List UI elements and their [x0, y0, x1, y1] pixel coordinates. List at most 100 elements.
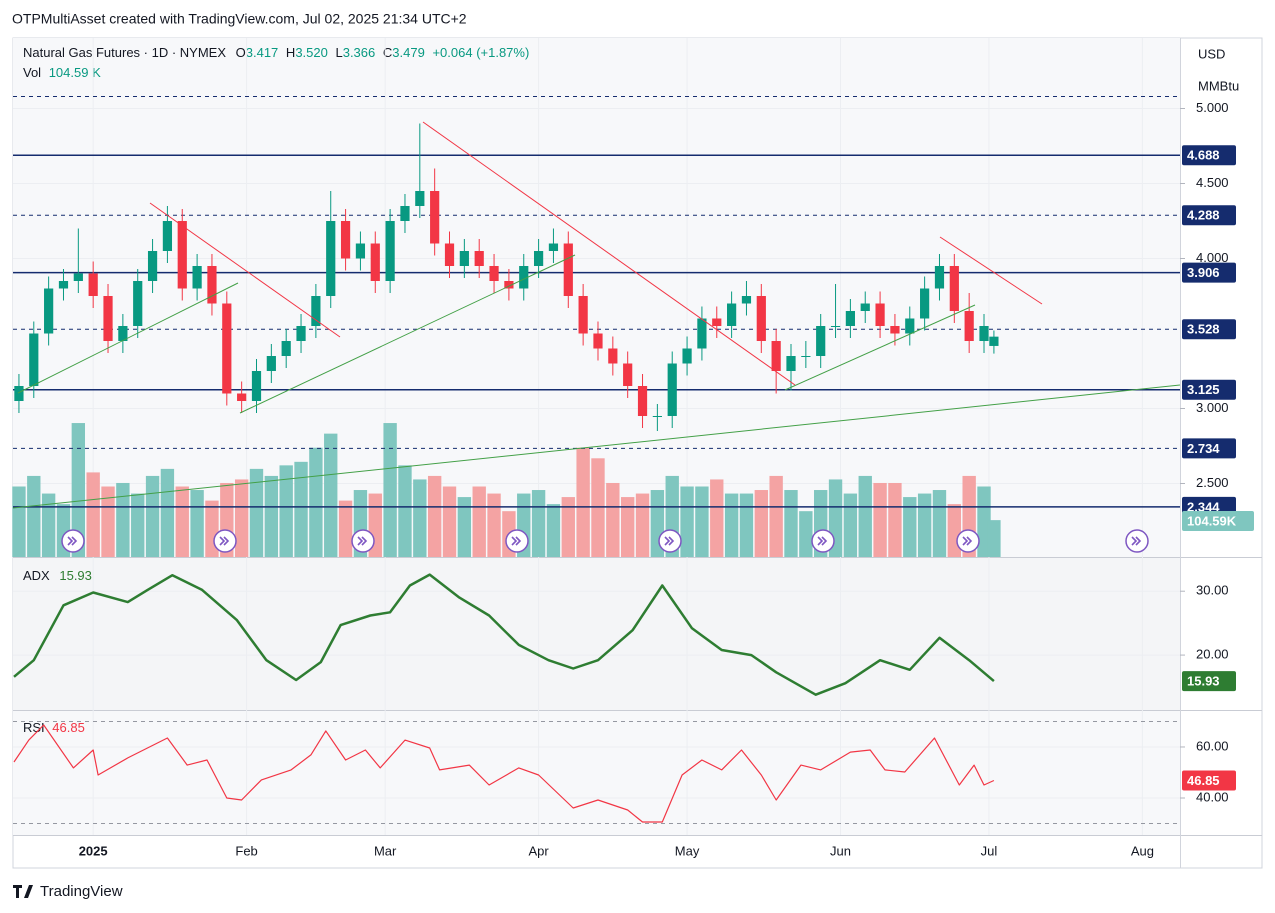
level-label-box — [1182, 379, 1236, 400]
candle-body — [920, 288, 930, 319]
level-label: 3.528 — [1187, 322, 1220, 337]
volume-bar — [86, 472, 100, 557]
candle-body — [326, 221, 336, 296]
volume-bar — [546, 504, 561, 557]
volume-bar — [932, 490, 947, 557]
candle-body — [548, 243, 559, 251]
trend-line — [17, 282, 239, 394]
candle-body — [697, 318, 707, 349]
candle-body — [845, 311, 855, 326]
volume-bar — [843, 493, 858, 557]
level-label-box — [1182, 145, 1236, 166]
volume-bar — [531, 490, 546, 557]
ohlc-key: H — [286, 45, 295, 60]
ohlc-key: O — [236, 45, 246, 60]
candle-body — [162, 221, 173, 251]
candle-body — [949, 266, 959, 311]
y-tick-label: 30.00 — [1196, 583, 1229, 598]
volume-bar — [739, 493, 754, 557]
ohlc-key: L — [335, 45, 342, 60]
candle-body — [801, 356, 811, 357]
candle-body — [103, 296, 113, 341]
volume-bar — [724, 493, 739, 557]
candle-body — [989, 336, 999, 346]
volume-bar — [324, 433, 338, 557]
candle-body — [207, 266, 217, 304]
legend: Natural Gas Futures · 1D · NYMEX O3.417 … — [23, 45, 529, 60]
adx-value: 15.93 — [59, 568, 92, 583]
x-tick-label: Apr — [528, 843, 549, 858]
candle-body — [979, 326, 989, 341]
candle-body — [370, 243, 380, 281]
volume-bar — [888, 482, 902, 557]
event-arrow — [511, 536, 522, 546]
volume-bar — [264, 475, 279, 557]
adx-legend: ADX 15.93 — [23, 568, 92, 583]
event-arrow — [357, 536, 368, 546]
trend-line — [12, 384, 1181, 509]
event-arrow — [219, 536, 230, 546]
level-label-box — [1182, 438, 1236, 459]
unit: MMBtu — [1198, 78, 1239, 93]
candle-body — [118, 326, 128, 341]
volume-bar — [799, 511, 813, 557]
y-tick-label: 5.000 — [1196, 100, 1229, 115]
volume-bar — [695, 486, 709, 557]
volume-bar — [131, 493, 145, 557]
candle-body — [385, 221, 395, 281]
x-tick-label: Jul — [981, 843, 998, 858]
candle-body — [73, 273, 83, 281]
level-label: 2.344 — [1187, 499, 1220, 514]
rsi-pane — [13, 711, 1180, 835]
candle-body — [519, 266, 529, 289]
candle-body — [875, 303, 885, 326]
volume-bar — [858, 475, 872, 557]
trend-lines — [12, 121, 1181, 509]
x-tick-label: Jun — [830, 843, 851, 858]
ohlc-key: C — [383, 45, 392, 60]
y-tick-label: 2.500 — [1196, 475, 1229, 490]
brand: TradingView — [40, 883, 123, 900]
indicator-line — [13, 573, 995, 696]
volume-bar — [427, 475, 442, 557]
rsi-tag: 46.85 — [1187, 773, 1220, 788]
adx-name: ADX — [23, 568, 50, 583]
candle-body — [296, 326, 306, 341]
level-label-box — [1182, 205, 1236, 226]
volume-bar — [249, 468, 264, 557]
trend-line — [422, 121, 796, 386]
volume-bar — [457, 497, 472, 557]
trend-line — [784, 304, 976, 391]
candle-body — [415, 191, 425, 206]
candle-body — [14, 386, 24, 401]
rsi-tag-box — [1182, 770, 1236, 791]
y-tick-label: 3.000 — [1196, 400, 1229, 415]
y-tick-label: 4.000 — [1196, 250, 1229, 265]
volume-value: 104.59 K — [49, 65, 101, 80]
candle-body — [430, 191, 440, 244]
level-label: 3.125 — [1187, 382, 1220, 397]
event-arrow — [67, 536, 78, 546]
candle-body — [741, 296, 752, 304]
candle-body — [771, 341, 781, 371]
ohlc-value: 3.417 — [246, 45, 279, 60]
candle-body — [964, 311, 974, 341]
volume-bar — [873, 482, 887, 557]
volume-bar — [784, 490, 798, 557]
candle-body — [712, 318, 722, 326]
candle-body — [578, 296, 588, 334]
x-tick-label: 2025 — [79, 843, 108, 858]
adx-pane — [13, 558, 1180, 710]
volume-bar — [190, 490, 204, 557]
candle-body — [444, 243, 455, 266]
volume-bar — [338, 500, 353, 557]
change: +0.064 (+1.87%) — [432, 45, 529, 60]
candle-body — [727, 303, 737, 326]
candle-body — [251, 371, 262, 401]
candle-body — [489, 266, 499, 281]
volume-bar — [234, 479, 249, 557]
candle-body — [623, 363, 633, 386]
volume-bar — [27, 475, 41, 557]
candle-body — [830, 326, 841, 327]
ohlc-value: 3.520 — [295, 45, 328, 60]
